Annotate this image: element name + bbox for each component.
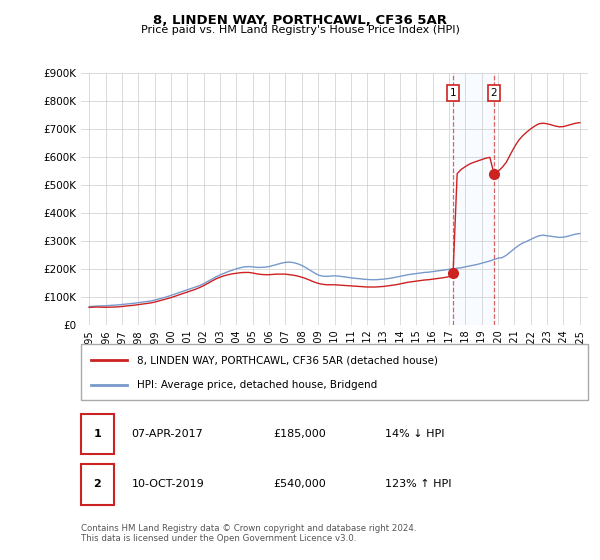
Text: 1: 1 <box>450 88 457 98</box>
Text: Contains HM Land Registry data © Crown copyright and database right 2024.
This d: Contains HM Land Registry data © Crown c… <box>81 524 416 543</box>
Text: 8, LINDEN WAY, PORTHCAWL, CF36 5AR (detached house): 8, LINDEN WAY, PORTHCAWL, CF36 5AR (deta… <box>137 355 438 365</box>
Text: £540,000: £540,000 <box>274 479 326 489</box>
Text: 2: 2 <box>94 479 101 489</box>
Text: 123% ↑ HPI: 123% ↑ HPI <box>385 479 452 489</box>
Text: 07-APR-2017: 07-APR-2017 <box>132 429 203 439</box>
Bar <box>453 73 494 325</box>
Text: HPI: Average price, detached house, Bridgend: HPI: Average price, detached house, Brid… <box>137 380 377 390</box>
Text: 10-OCT-2019: 10-OCT-2019 <box>132 479 205 489</box>
Text: Price paid vs. HM Land Registry's House Price Index (HPI): Price paid vs. HM Land Registry's House … <box>140 25 460 35</box>
Text: 8, LINDEN WAY, PORTHCAWL, CF36 5AR: 8, LINDEN WAY, PORTHCAWL, CF36 5AR <box>153 14 447 27</box>
Text: 14% ↓ HPI: 14% ↓ HPI <box>385 429 445 439</box>
Text: £185,000: £185,000 <box>274 429 326 439</box>
Bar <box>81 464 114 505</box>
Text: 1: 1 <box>94 429 101 439</box>
Bar <box>81 414 114 454</box>
Text: 2: 2 <box>491 88 497 98</box>
